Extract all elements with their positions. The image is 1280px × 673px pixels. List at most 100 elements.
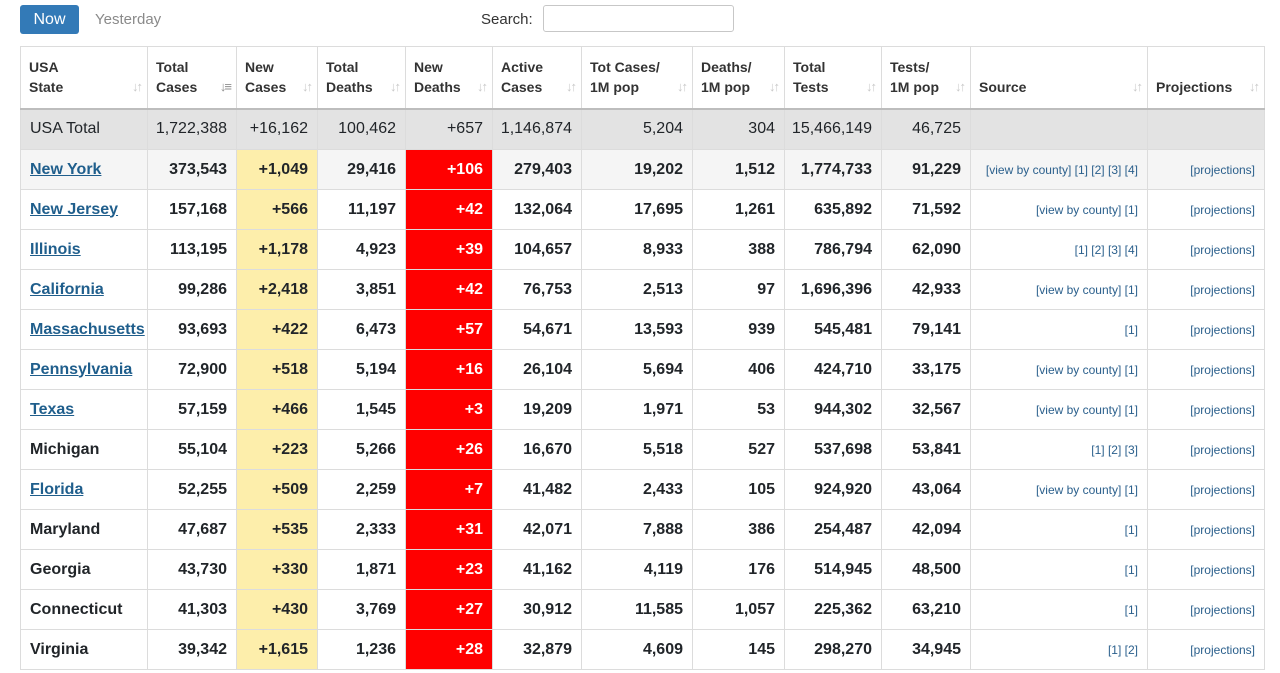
deaths-per-m-cell: 176 [692,549,785,590]
column-header-new-deaths[interactable]: New Deaths ↓↑ [405,46,493,110]
states-table: USA State ↓↑ Total Cases ↓≡ New Cases ↓↑ Total Dea… [20,46,1265,670]
sort-descending-icon[interactable]: ↓≡ [219,78,232,94]
sort-icon[interactable]: ↓↑ [769,78,780,94]
state-cell[interactable]: California [20,269,148,310]
state-link[interactable]: California [30,280,104,298]
search-input[interactable] [543,5,734,32]
tab-yesterday[interactable]: Yesterday [95,11,162,28]
deaths-per-m-cell: 1,057 [692,589,785,630]
tests-per-m-cell: 34,945 [881,629,971,670]
projections-cell: [projections] [1147,269,1265,310]
deaths-per-m-cell: 97 [692,269,785,310]
source-links[interactable]: [1] [1124,322,1138,337]
projections-link[interactable]: [projections] [1190,522,1255,537]
projections-link[interactable]: [projections] [1190,162,1255,177]
state-cell: Virginia [20,629,148,670]
source-links[interactable]: [view by county] [1] [1035,362,1138,377]
column-header-new-cases[interactable]: New Cases ↓↑ [236,46,318,110]
total-deaths-cell: 2,333 [317,509,406,550]
column-header-source[interactable]: Source ↓↑ [970,46,1148,110]
projections-link[interactable]: [projections] [1190,202,1255,217]
tab-now[interactable]: Now [20,5,79,34]
total-cases-cell: 47,687 [147,509,237,550]
projections-link[interactable]: [projections] [1190,602,1255,617]
column-header-state[interactable]: USA State ↓↑ [20,46,148,110]
total-cases-cell: 39,342 [147,629,237,670]
table-row: Michigan 55,104 +223 5,266 +26 16,670 5,518 527… [20,429,1265,470]
column-header-total-cases[interactable]: Total Cases ↓≡ [147,46,237,110]
column-header-total-deaths[interactable]: Total Deaths ↓↑ [317,46,406,110]
source-links[interactable]: [1] [1124,522,1138,537]
total-tests-cell: 298,270 [784,629,882,670]
state-link[interactable]: Massachusetts [30,320,145,338]
column-header-total-tests[interactable]: Total Tests ↓↑ [784,46,882,110]
state-link[interactable]: Texas [30,400,75,418]
projections-link[interactable]: [projections] [1190,482,1255,497]
state-cell[interactable]: Texas [20,389,148,430]
state-cell[interactable]: Florida [20,469,148,510]
source-links[interactable]: [1] [2] [3] [1091,442,1138,457]
column-header-deaths-per-million[interactable]: Deaths/1M pop ↓↑ [692,46,785,110]
source-links[interactable]: [view by county] [1] [1035,482,1138,497]
table-row: Georgia 43,730 +330 1,871 +23 41,162 4,119 176 5… [20,549,1265,590]
total-deaths-cell: 1,871 [317,549,406,590]
column-header-line2: Cases [245,78,287,95]
column-header-cases-per-million[interactable]: Tot Cases/1M pop ↓↑ [581,46,693,110]
total-deaths-cell: 4,923 [317,229,406,270]
sort-icon[interactable]: ↓↑ [477,78,488,94]
source-links[interactable]: [view by county] [1] [2] [3] [4] [985,162,1138,177]
source-links[interactable]: [1] [2] [1107,642,1138,657]
source-links[interactable]: [1] [1124,562,1138,577]
total-tests-cell: 1,774,733 [784,149,882,190]
new-cases-cell: +2,418 [236,269,318,310]
state-link[interactable]: New Jersey [30,200,119,218]
sort-icon[interactable]: ↓↑ [1132,78,1143,94]
state-link[interactable]: Pennsylvania [30,360,133,378]
projections-link[interactable]: [projections] [1190,562,1255,577]
column-header-tests-per-million[interactable]: Tests/1M pop ↓↑ [881,46,971,110]
new-deaths-cell: +57 [405,309,493,350]
source-links[interactable]: [view by county] [1] [1035,402,1138,417]
source-links[interactable]: [1] [1124,602,1138,617]
new-deaths-cell: +23 [405,549,493,590]
total-cases-cell: 41,303 [147,589,237,630]
column-header-line2: Deaths [414,78,461,95]
sort-icon[interactable]: ↓↑ [132,78,143,94]
state-cell[interactable]: New Jersey [20,189,148,230]
sort-icon[interactable]: ↓↑ [302,78,313,94]
state-link[interactable]: New York [30,160,102,178]
source-links[interactable]: [view by county] [1] [1035,202,1138,217]
state-cell[interactable]: Massachusetts [20,309,148,350]
projections-link[interactable]: [projections] [1190,322,1255,337]
cases-per-m-cell: 7,888 [581,509,693,550]
state-cell[interactable]: New York [20,149,148,190]
total-tests-cell: 635,892 [784,189,882,230]
projections-link[interactable]: [projections] [1190,282,1255,297]
projections-link[interactable]: [projections] [1190,242,1255,257]
total-deaths-cell: 100,462 [317,108,406,150]
tests-per-m-cell: 42,933 [881,269,971,310]
source-cell: [1] [2] [970,629,1148,670]
state-link[interactable]: Florida [30,480,84,498]
projections-link[interactable]: [projections] [1190,402,1255,417]
sort-icon[interactable]: ↓↑ [866,78,877,94]
total-deaths-cell: 3,769 [317,589,406,630]
sort-icon[interactable]: ↓↑ [1249,78,1260,94]
projections-link[interactable]: [projections] [1190,642,1255,657]
column-header-line2: State [29,78,64,95]
source-links[interactable]: [view by county] [1] [1035,282,1138,297]
state-cell[interactable]: Illinois [20,229,148,270]
sort-icon[interactable]: ↓↑ [390,78,401,94]
sort-icon[interactable]: ↓↑ [677,78,688,94]
total-deaths-cell: 29,416 [317,149,406,190]
source-links[interactable]: [1] [2] [3] [4] [1074,242,1138,257]
column-header-projections[interactable]: Projections ↓↑ [1147,46,1265,110]
column-header-active-cases[interactable]: Active Cases ↓↑ [492,46,582,110]
sort-icon[interactable]: ↓↑ [955,78,966,94]
state-cell[interactable]: Pennsylvania [20,349,148,390]
sort-icon[interactable]: ↓↑ [566,78,577,94]
projections-link[interactable]: [projections] [1190,362,1255,377]
state-link[interactable]: Illinois [30,240,81,258]
projections-cell: [projections] [1147,189,1265,230]
projections-link[interactable]: [projections] [1190,442,1255,457]
